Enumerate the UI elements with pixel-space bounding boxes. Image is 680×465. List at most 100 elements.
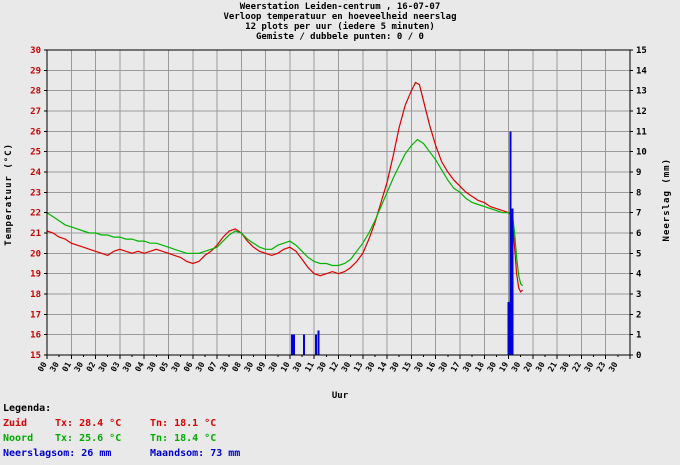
svg-text:25: 25	[30, 148, 41, 158]
svg-text:05: 05	[158, 360, 171, 373]
svg-text:08: 08	[230, 360, 243, 373]
svg-text:30: 30	[486, 360, 499, 373]
svg-text:18: 18	[30, 290, 41, 300]
svg-text:30: 30	[267, 360, 280, 373]
svg-text:30: 30	[340, 360, 353, 373]
svg-text:16: 16	[425, 360, 438, 373]
series-line-noord	[46, 138, 524, 287]
precipitation-bars	[290, 131, 514, 355]
svg-text:26: 26	[30, 127, 41, 137]
svg-text:14: 14	[376, 360, 389, 373]
chart-title: Weerstation Leiden-centrum , 16-07-07	[239, 2, 441, 12]
legend-row-noord: Noord Tx: 25.6 °C Tn: 18.4 °C	[3, 431, 240, 446]
grid-lines	[46, 49, 631, 356]
svg-text:30: 30	[145, 360, 158, 373]
svg-text:23: 23	[30, 188, 41, 198]
svg-text:12: 12	[328, 360, 341, 373]
x-axis-label: Uur	[331, 391, 349, 401]
axis-ticks	[44, 49, 633, 359]
svg-text:20: 20	[30, 249, 41, 259]
svg-text:30: 30	[30, 46, 41, 56]
legend-series-name-noord: Noord	[3, 433, 34, 444]
svg-text:15: 15	[636, 46, 647, 56]
svg-text:30: 30	[510, 360, 523, 373]
svg-text:7: 7	[636, 209, 641, 219]
svg-text:30: 30	[48, 360, 61, 373]
svg-text:30: 30	[170, 360, 183, 373]
svg-text:30: 30	[583, 360, 596, 373]
svg-text:21: 21	[30, 229, 41, 239]
svg-text:03: 03	[109, 360, 122, 373]
legend-heading: Legenda:	[3, 403, 52, 414]
svg-text:30: 30	[413, 360, 426, 373]
svg-text:30: 30	[388, 360, 401, 373]
svg-text:28: 28	[30, 87, 41, 97]
svg-text:30: 30	[558, 360, 571, 373]
svg-text:04: 04	[133, 360, 146, 373]
svg-text:13: 13	[636, 87, 647, 97]
svg-text:00: 00	[36, 360, 49, 373]
chart-canvas: 1516171819202122232425262728293001234567…	[30, 46, 647, 373]
svg-text:30: 30	[243, 360, 256, 373]
legend-tn-zuid: Tn: 18.1 °C	[150, 418, 217, 429]
svg-text:27: 27	[30, 107, 41, 117]
svg-text:10: 10	[636, 148, 647, 158]
svg-text:5: 5	[636, 249, 641, 259]
svg-text:10: 10	[279, 360, 292, 373]
svg-text:30: 30	[97, 360, 110, 373]
svg-text:12: 12	[636, 107, 647, 117]
svg-text:6: 6	[636, 229, 641, 239]
svg-text:02: 02	[85, 360, 98, 373]
svg-text:18: 18	[473, 360, 486, 373]
svg-text:19: 19	[498, 360, 511, 373]
svg-text:4: 4	[636, 270, 642, 280]
svg-text:17: 17	[449, 360, 462, 373]
svg-text:07: 07	[206, 360, 219, 373]
chart-title-block: Weerstation Leiden-centrum , 16-07-07 Ve…	[0, 2, 680, 42]
svg-text:15: 15	[401, 360, 414, 373]
legend-series-name-zuid: Zuid	[3, 418, 28, 429]
svg-text:30: 30	[73, 360, 86, 373]
svg-text:17: 17	[30, 310, 41, 320]
tick-labels: 1516171819202122232425262728293001234567…	[30, 46, 647, 373]
chart-subtitle3: Gemiste / dubbele punten: 0 / 0	[256, 32, 424, 42]
svg-text:30: 30	[607, 360, 620, 373]
svg-text:3: 3	[636, 290, 641, 300]
svg-text:30: 30	[291, 360, 304, 373]
y-axis-label-left: Temperatuur (°C)	[4, 143, 14, 246]
svg-text:30: 30	[121, 360, 134, 373]
svg-text:9: 9	[636, 168, 641, 178]
legend-tx-zuid: Tx: 28.4 °C	[55, 418, 122, 429]
legend-precip-sum: Neerslagsom: 26 mm	[3, 448, 112, 459]
series-line-zuid	[46, 81, 524, 294]
svg-text:30: 30	[316, 360, 329, 373]
svg-text:06: 06	[182, 360, 195, 373]
svg-text:22: 22	[571, 360, 584, 373]
chart-subtitle2: 12 plots per uur (iedere 5 minuten)	[245, 22, 435, 32]
temperature-series	[46, 81, 524, 294]
svg-text:21: 21	[546, 360, 559, 373]
svg-text:23: 23	[595, 360, 608, 373]
legend-row-neerslag: Neerslagsom: 26 mm Maandsom: 73 mm	[3, 446, 240, 461]
svg-text:30: 30	[194, 360, 207, 373]
svg-text:30: 30	[364, 360, 377, 373]
svg-text:8: 8	[636, 188, 641, 198]
svg-text:0: 0	[636, 351, 641, 361]
svg-text:30: 30	[437, 360, 450, 373]
svg-text:14: 14	[636, 66, 647, 76]
svg-text:16: 16	[30, 331, 41, 341]
svg-text:30: 30	[534, 360, 547, 373]
svg-text:30: 30	[218, 360, 231, 373]
svg-text:24: 24	[30, 168, 41, 178]
svg-text:11: 11	[636, 127, 647, 137]
svg-text:2: 2	[636, 310, 641, 320]
legend-tx-noord: Tx: 25.6 °C	[55, 433, 122, 444]
y-axis-label-right: Neerslag (mm)	[662, 158, 672, 242]
svg-text:1: 1	[636, 331, 641, 341]
svg-text:09: 09	[255, 360, 268, 373]
legend-tn-noord: Tn: 18.4 °C	[150, 433, 217, 444]
svg-text:22: 22	[30, 209, 41, 219]
svg-text:13: 13	[352, 360, 365, 373]
svg-text:01: 01	[60, 360, 73, 373]
